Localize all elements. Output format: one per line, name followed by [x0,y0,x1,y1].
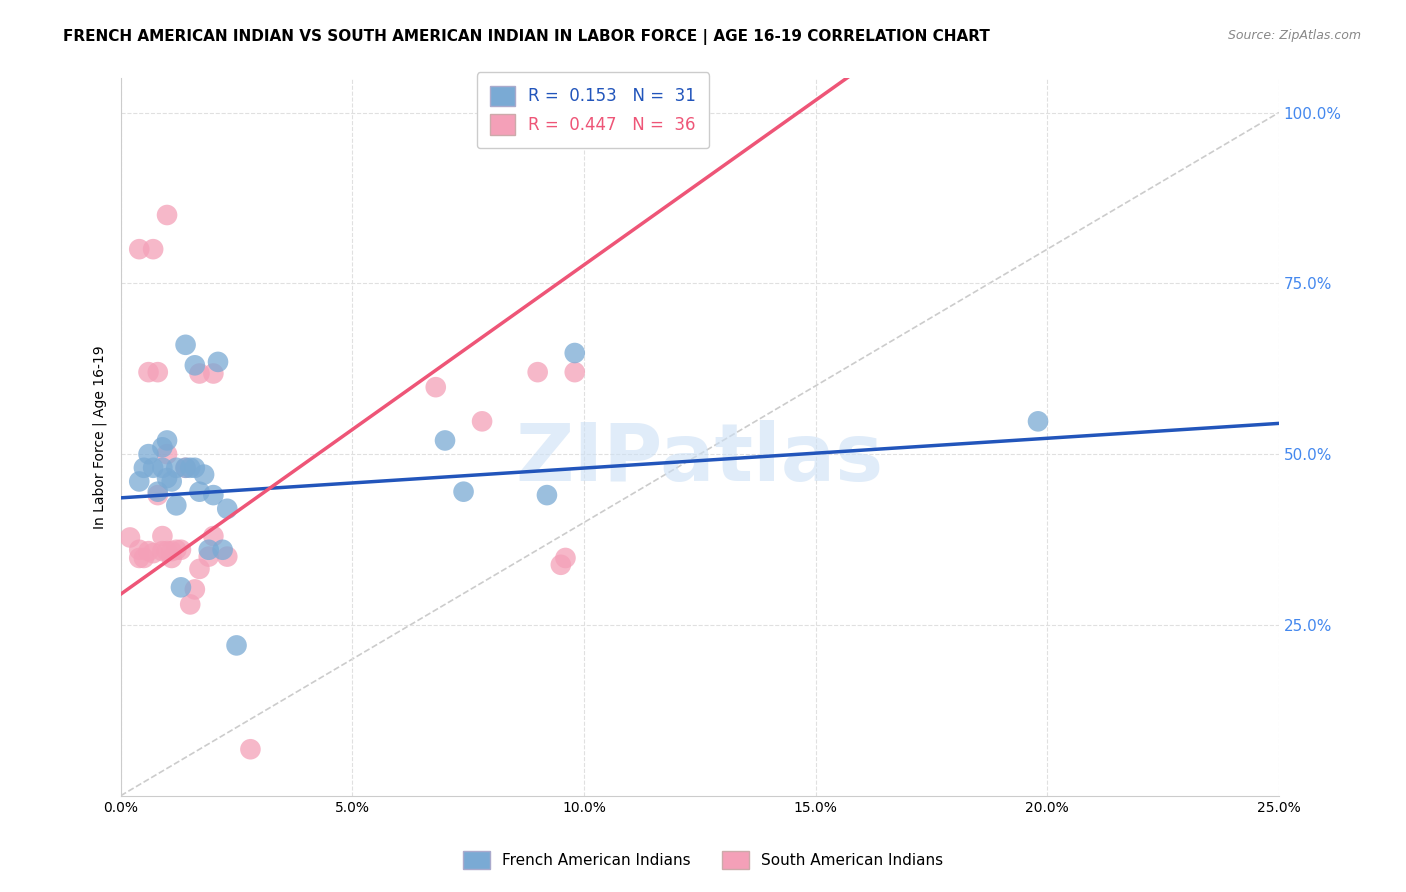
Point [174,460,197,475]
Point [156,208,179,222]
Point [132,460,155,475]
Point [202,367,225,381]
Point [526,365,548,379]
Text: Source: ZipAtlas.com: Source: ZipAtlas.com [1227,29,1361,42]
Point [217,501,239,516]
Point [146,488,169,502]
Point [197,549,219,564]
Point [188,484,211,499]
Point [156,471,179,485]
Point [170,580,193,594]
Point [146,484,169,499]
Point [425,380,447,394]
Point [239,742,262,756]
Point [197,542,219,557]
Point [152,440,174,454]
Point [152,544,174,558]
Point [193,467,215,482]
Point [156,447,179,461]
Point [564,346,586,360]
Point [174,338,197,352]
Point [434,434,457,448]
Point [128,242,150,256]
Y-axis label: In Labor Force | Age 16-19: In Labor Force | Age 16-19 [93,345,107,529]
Point [138,365,160,379]
Point [156,544,179,558]
Point [217,549,239,564]
Point [471,414,494,428]
Point [202,529,225,543]
Point [453,484,475,499]
Point [132,551,155,566]
Point [128,542,150,557]
Point [170,542,193,557]
Text: FRENCH AMERICAN INDIAN VS SOUTH AMERICAN INDIAN IN LABOR FORCE | AGE 16-19 CORRE: FRENCH AMERICAN INDIAN VS SOUTH AMERICAN… [63,29,990,45]
Point [138,544,160,558]
Point [564,365,586,379]
Point [152,529,174,543]
Point [1026,414,1049,428]
Point [184,359,207,373]
Point [550,558,572,572]
Point [156,434,179,448]
Point [142,242,165,256]
Point [160,551,183,566]
Point [142,460,165,475]
Point [165,460,187,475]
Legend: R =  0.153   N =  31, R =  0.447   N =  36: R = 0.153 N = 31, R = 0.447 N = 36 [477,72,710,148]
Point [118,531,141,545]
Point [184,582,207,597]
Point [207,355,229,369]
Point [225,639,247,653]
Point [160,475,183,489]
Point [152,460,174,475]
Point [128,475,150,489]
Point [188,562,211,576]
Point [138,447,160,461]
Point [179,598,201,612]
Point [174,460,197,475]
Point [179,460,201,475]
Point [165,542,187,557]
Point [211,542,233,557]
Point [146,365,169,379]
Point [188,367,211,381]
Point [536,488,558,502]
Point [165,499,187,513]
Point [202,488,225,502]
Point [554,551,576,566]
Legend: French American Indians, South American Indians: French American Indians, South American … [457,845,949,875]
Point [184,460,207,475]
Text: ZIPatlas: ZIPatlas [516,419,884,498]
Point [142,546,165,560]
Point [128,551,150,566]
Point [160,544,183,558]
